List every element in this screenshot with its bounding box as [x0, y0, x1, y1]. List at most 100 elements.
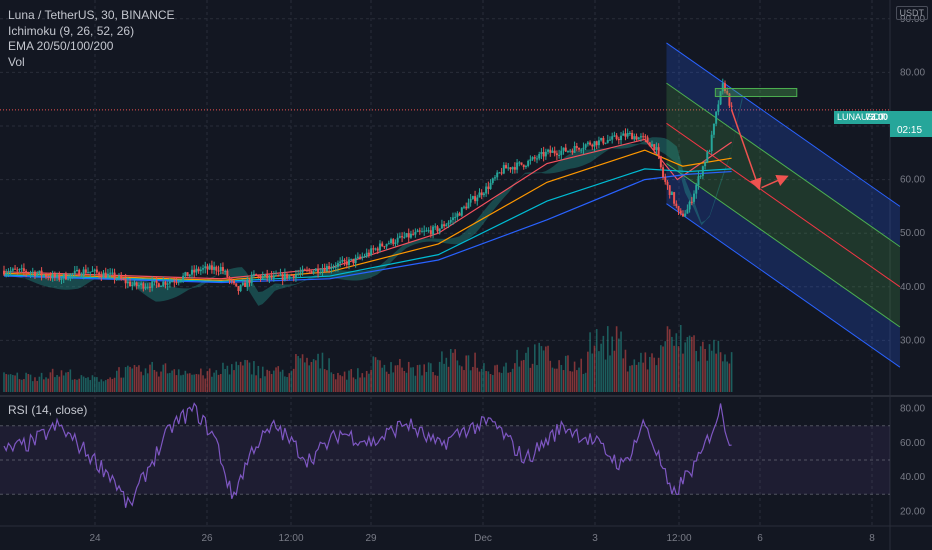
volume-bar — [445, 357, 448, 392]
candle-body — [100, 275, 103, 278]
candle-body — [712, 123, 715, 135]
candle-body — [195, 268, 198, 273]
volume-bar — [146, 373, 149, 392]
candle-body — [162, 281, 165, 286]
rsi-title[interactable]: RSI (14, close) — [8, 403, 88, 417]
volume-bars — [3, 324, 733, 392]
volume-bar — [315, 360, 317, 392]
volume-bar — [323, 369, 326, 392]
candle-body — [491, 178, 494, 183]
volume-bar — [673, 345, 675, 392]
candle-body — [323, 268, 326, 272]
indicator-ema[interactable]: EMA 20/50/100/200 — [8, 39, 114, 53]
candle-body — [715, 111, 718, 124]
volume-bar — [436, 375, 439, 392]
candle-body — [558, 154, 561, 156]
candle-body — [710, 134, 713, 151]
candle-body — [356, 256, 359, 258]
candle-body — [487, 186, 490, 189]
volume-bar — [699, 346, 702, 392]
candle-body — [354, 257, 357, 264]
candle-body — [62, 273, 65, 279]
volume-bar — [611, 336, 613, 392]
volume-bar — [569, 371, 571, 392]
candle-body — [522, 164, 525, 167]
candle-body — [40, 270, 43, 276]
candle-body — [622, 133, 625, 136]
indicator-volume[interactable]: Vol — [8, 54, 25, 69]
candle-body — [359, 256, 362, 258]
volume-bar — [401, 367, 403, 392]
volume-bar — [312, 359, 315, 392]
candle-body — [697, 176, 700, 186]
candle-body — [509, 167, 512, 170]
volume-bar — [646, 369, 649, 392]
volume-bar — [567, 355, 569, 392]
candle-body — [381, 243, 384, 247]
candle-body — [593, 141, 596, 147]
candle-body — [398, 236, 401, 238]
candle-body — [29, 272, 32, 274]
rsi-line — [3, 402, 732, 508]
candle-body — [544, 151, 547, 157]
candle-body — [631, 132, 634, 140]
candle-body — [80, 275, 83, 277]
volume-bar — [237, 365, 240, 392]
candle-body — [224, 270, 227, 272]
candle-body — [244, 282, 247, 287]
volume-bar — [507, 372, 510, 392]
time-tick-label: 12:00 — [278, 533, 303, 544]
candle-body — [16, 269, 19, 271]
volume-bar — [421, 375, 423, 392]
candle-body — [401, 236, 404, 238]
volume-bar — [107, 378, 109, 392]
volume-bar — [153, 369, 156, 392]
time-tick-label: Dec — [474, 533, 492, 544]
volume-bar — [87, 377, 89, 392]
volume-bar — [463, 370, 465, 392]
candle-body — [352, 258, 355, 264]
volume-bar — [9, 374, 12, 392]
volume-bar — [341, 376, 344, 392]
volume-bar — [292, 368, 295, 392]
volume-bar — [549, 360, 552, 392]
candle-body — [22, 268, 25, 271]
candle-body — [343, 259, 346, 262]
candle-body — [429, 230, 432, 235]
candle-body — [449, 219, 452, 223]
candle-body — [146, 286, 149, 288]
volume-bar — [582, 373, 585, 392]
candle-body — [566, 150, 569, 152]
volume-bar — [242, 365, 244, 392]
candle-body — [589, 142, 592, 145]
volume-bar — [447, 366, 450, 392]
currency-button[interactable]: USDT — [895, 6, 928, 20]
candle-body — [440, 224, 443, 229]
candle-body — [308, 270, 311, 272]
candle-body — [378, 243, 381, 251]
volume-bar — [363, 377, 366, 392]
time-tick-label: 29 — [365, 533, 377, 544]
volume-bar — [713, 339, 715, 392]
indicator-ichimoku[interactable]: Ichimoku (9, 26, 52, 26) — [8, 23, 135, 38]
volume-bar — [281, 369, 284, 392]
candle-body — [659, 156, 662, 168]
volume-bar — [129, 366, 131, 392]
candle-body — [153, 280, 156, 282]
volume-bar — [306, 357, 308, 392]
channel-line — [666, 163, 901, 328]
candle-body — [560, 150, 563, 155]
candle-body — [204, 266, 207, 269]
channel-upper-band — [666, 42, 900, 247]
candle-body — [549, 149, 552, 153]
candle-body — [376, 248, 379, 251]
volume-bar — [96, 377, 98, 392]
chart-title[interactable]: Luna / TetherUS, 30, BINANCE — [8, 8, 175, 22]
volume-bar — [38, 376, 41, 392]
candle-body — [624, 133, 627, 137]
volume-bar — [648, 356, 651, 392]
volume-bar — [270, 374, 273, 392]
volume-bar — [166, 373, 169, 392]
volume-bar — [171, 370, 173, 392]
